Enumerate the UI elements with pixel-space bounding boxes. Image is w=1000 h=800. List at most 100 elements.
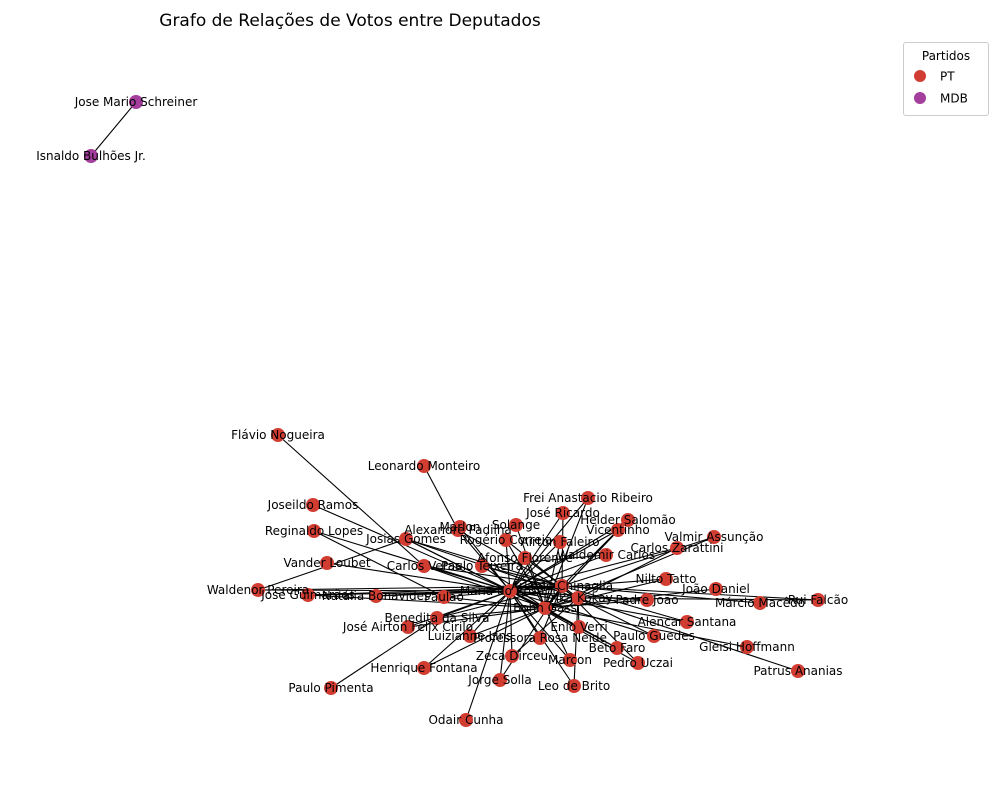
node-paulao bbox=[437, 590, 451, 604]
node-label-erika-kokay: Erika Kokay bbox=[543, 591, 613, 605]
node-natalia-bonavides bbox=[369, 589, 383, 603]
edge-marcon--bohn-gass bbox=[544, 607, 571, 661]
node-label-waldemir-carlos: Waldemir Carlos bbox=[557, 548, 655, 562]
node-maria-do-rosario bbox=[503, 584, 517, 598]
node-frei-anastacio-ribeiro bbox=[581, 491, 595, 505]
edge-alencar-santana--maria-do-rosario bbox=[509, 590, 688, 623]
node-gleisi-hoffmann bbox=[740, 640, 754, 654]
node-label-benedita-da-silva: Benedita da Silva bbox=[385, 611, 490, 625]
node-flavio-nogueira bbox=[271, 428, 285, 442]
node-label-beto-faro: Beto Faro bbox=[589, 641, 646, 655]
node-marcio-macedo bbox=[753, 596, 767, 610]
edge-josias-gomes--erika-kokay bbox=[405, 538, 579, 599]
edge-henrique-fontana--maria-do-rosario bbox=[423, 590, 511, 669]
node-paulo-teixeira bbox=[475, 559, 489, 573]
edge-reginaldo-lopes--paulao bbox=[313, 530, 445, 598]
graph-title: Grafo de Relações de Votos entre Deputad… bbox=[159, 11, 541, 31]
node-label-zeca-dirceu: Zeca Dirceu bbox=[476, 649, 548, 663]
edge-rogerio-correia--bohn-gass bbox=[505, 539, 546, 609]
node-vicentinho bbox=[611, 523, 625, 537]
node-label-patrus-ananias: Patrus Ananias bbox=[753, 664, 842, 678]
node-benedita-da-silva bbox=[430, 611, 444, 625]
node-label-maria-do-rosario: Maria do Rosário bbox=[460, 584, 560, 598]
node-leonardo-monteiro bbox=[417, 459, 431, 473]
edge-jose-airton-felix-cirilo--bohn-gass bbox=[407, 607, 546, 628]
node-bohn-gass bbox=[538, 601, 552, 615]
node-jose-airton-felix-cirilo bbox=[401, 620, 415, 634]
node-joao-daniel bbox=[709, 582, 723, 596]
edge-valmir-assuncao--arlindo-chinaglia bbox=[561, 536, 715, 587]
node-henrique-fontana bbox=[417, 661, 431, 675]
edge-zeca-dirceu--erika-kokay bbox=[511, 597, 579, 657]
node-waldenor-pereira bbox=[251, 583, 265, 597]
edge-jorge-solla--maria-do-rosario bbox=[499, 590, 511, 681]
edge-rogerio-correia--maria-do-rosario bbox=[505, 539, 511, 592]
edge-jose-ricardo--arlindo-chinaglia bbox=[561, 512, 564, 587]
legend-item-mdb: MDB bbox=[914, 89, 968, 107]
edge-airton-faleiro--maria-do-rosario bbox=[509, 541, 561, 592]
node-jose-ricardo bbox=[556, 506, 570, 520]
node-rui-falcao bbox=[811, 593, 825, 607]
node-jose-mario-schreiner bbox=[129, 95, 143, 109]
node-jose-guimaraes bbox=[301, 588, 315, 602]
node-label-paulao: Paulão bbox=[424, 590, 464, 604]
node-label-leonardo-monteiro: Leonardo Monteiro bbox=[368, 459, 480, 473]
node-label-rogerio-correia: Rogério Correia bbox=[460, 533, 553, 547]
node-label-valmir-assuncao: Valmir Assunção bbox=[665, 530, 764, 544]
node-label-jorge-solla: Jorge Solla bbox=[467, 673, 531, 687]
edge-vander-loubet--maria-do-rosario bbox=[326, 562, 511, 592]
node-label-jose-guimaraes: José Guimarães bbox=[260, 588, 355, 602]
edge-henrique-fontana--bohn-gass bbox=[423, 607, 546, 669]
node-patrus-ananias bbox=[791, 664, 805, 678]
node-label-arlindo-chinaglia: Arlindo Chinaglia bbox=[511, 579, 613, 593]
node-label-joseildo-ramos: Joseildo Ramos bbox=[267, 498, 359, 512]
node-label-jose-airton-felix-cirilo: José Airton Félix Cirilo bbox=[342, 620, 473, 634]
node-carlos-zarattini bbox=[670, 541, 684, 555]
edge-patrus-ananias--erika-kokay bbox=[577, 597, 799, 672]
node-rogerio-correia bbox=[499, 533, 513, 547]
node-label-afonso-florence: Afonso Florence bbox=[477, 551, 573, 565]
edge-airton-faleiro--bohn-gass bbox=[544, 541, 561, 609]
node-jorge-solla bbox=[493, 673, 507, 687]
node-label-josias-gomes: Josias Gomes bbox=[365, 532, 446, 546]
node-marcon bbox=[563, 653, 577, 667]
node-label-jose-ricardo: José Ricardo bbox=[525, 506, 600, 520]
node-alencar-santana bbox=[680, 615, 694, 629]
node-label-odair-cunha: Odair Cunha bbox=[428, 713, 503, 727]
node-arlindo-chinaglia bbox=[555, 579, 569, 593]
legend-item-pt: PT bbox=[914, 67, 955, 85]
node-label-airton-faleiro: Airton Faleiro bbox=[520, 535, 599, 549]
node-label-henrique-fontana: Henrique Fontana bbox=[370, 661, 477, 675]
node-label-marcon: Marcon bbox=[548, 653, 592, 667]
node-label-vicentinho: Vicentinho bbox=[586, 523, 649, 537]
node-nilto-tatto bbox=[659, 572, 673, 586]
legend-label-mdb: MDB bbox=[940, 91, 968, 106]
node-label-paulo-teixeira: Paulo Teixeira bbox=[441, 559, 523, 573]
node-padre-joao bbox=[640, 593, 654, 607]
edge-odair-cunha--maria-do-rosario bbox=[465, 590, 511, 721]
edge-marlon--maria-do-rosario bbox=[459, 526, 511, 592]
edge-helder-salomao--maria-do-rosario bbox=[509, 519, 629, 592]
edge-paulo-guedes--erika-kokay bbox=[577, 597, 655, 637]
edge-paulo-guedes--maria-do-rosario bbox=[509, 590, 655, 637]
labels-layer: Jose Mario Schreiner Isnaldo Bulhões Jr. F… bbox=[36, 95, 848, 727]
legend-label-pt: PT bbox=[940, 69, 955, 84]
node-paulo-pimenta bbox=[324, 681, 338, 695]
edge-carlos-zarattini--erika-kokay bbox=[577, 547, 678, 599]
node-label-bohn-gass: Bohn Gass bbox=[513, 601, 577, 615]
node-label-isnaldo-bulhoes-jr: Isnaldo Bulhões Jr. bbox=[36, 149, 146, 163]
edge-leo-de-brito--erika-kokay bbox=[573, 597, 579, 687]
node-label-helder-salomao: Helder Salomão bbox=[580, 513, 676, 527]
edge-flavio-nogueira--carlos-veras bbox=[277, 434, 425, 567]
node-label-paulo-pimenta: Paulo Pimenta bbox=[288, 681, 373, 695]
edge-zeca-dirceu--maria-do-rosario bbox=[509, 590, 513, 657]
node-vander-loubet bbox=[320, 556, 334, 570]
edge-rogerio-correia--arlindo-chinaglia bbox=[505, 539, 563, 587]
node-label-reginaldo-lopes: Reginaldo Lopes bbox=[265, 524, 363, 538]
edge-afonso-florence--bohn-gass bbox=[524, 557, 546, 609]
node-label-leo-de-brito: Leo de Brito bbox=[538, 679, 610, 693]
edge-rui-falcao--arlindo-chinaglia bbox=[561, 585, 819, 601]
edge-paulao--maria-do-rosario bbox=[443, 590, 511, 598]
node-label-carlos-zarattini: Carlos Zarattini bbox=[631, 541, 724, 555]
node-joseildo-ramos bbox=[306, 498, 320, 512]
